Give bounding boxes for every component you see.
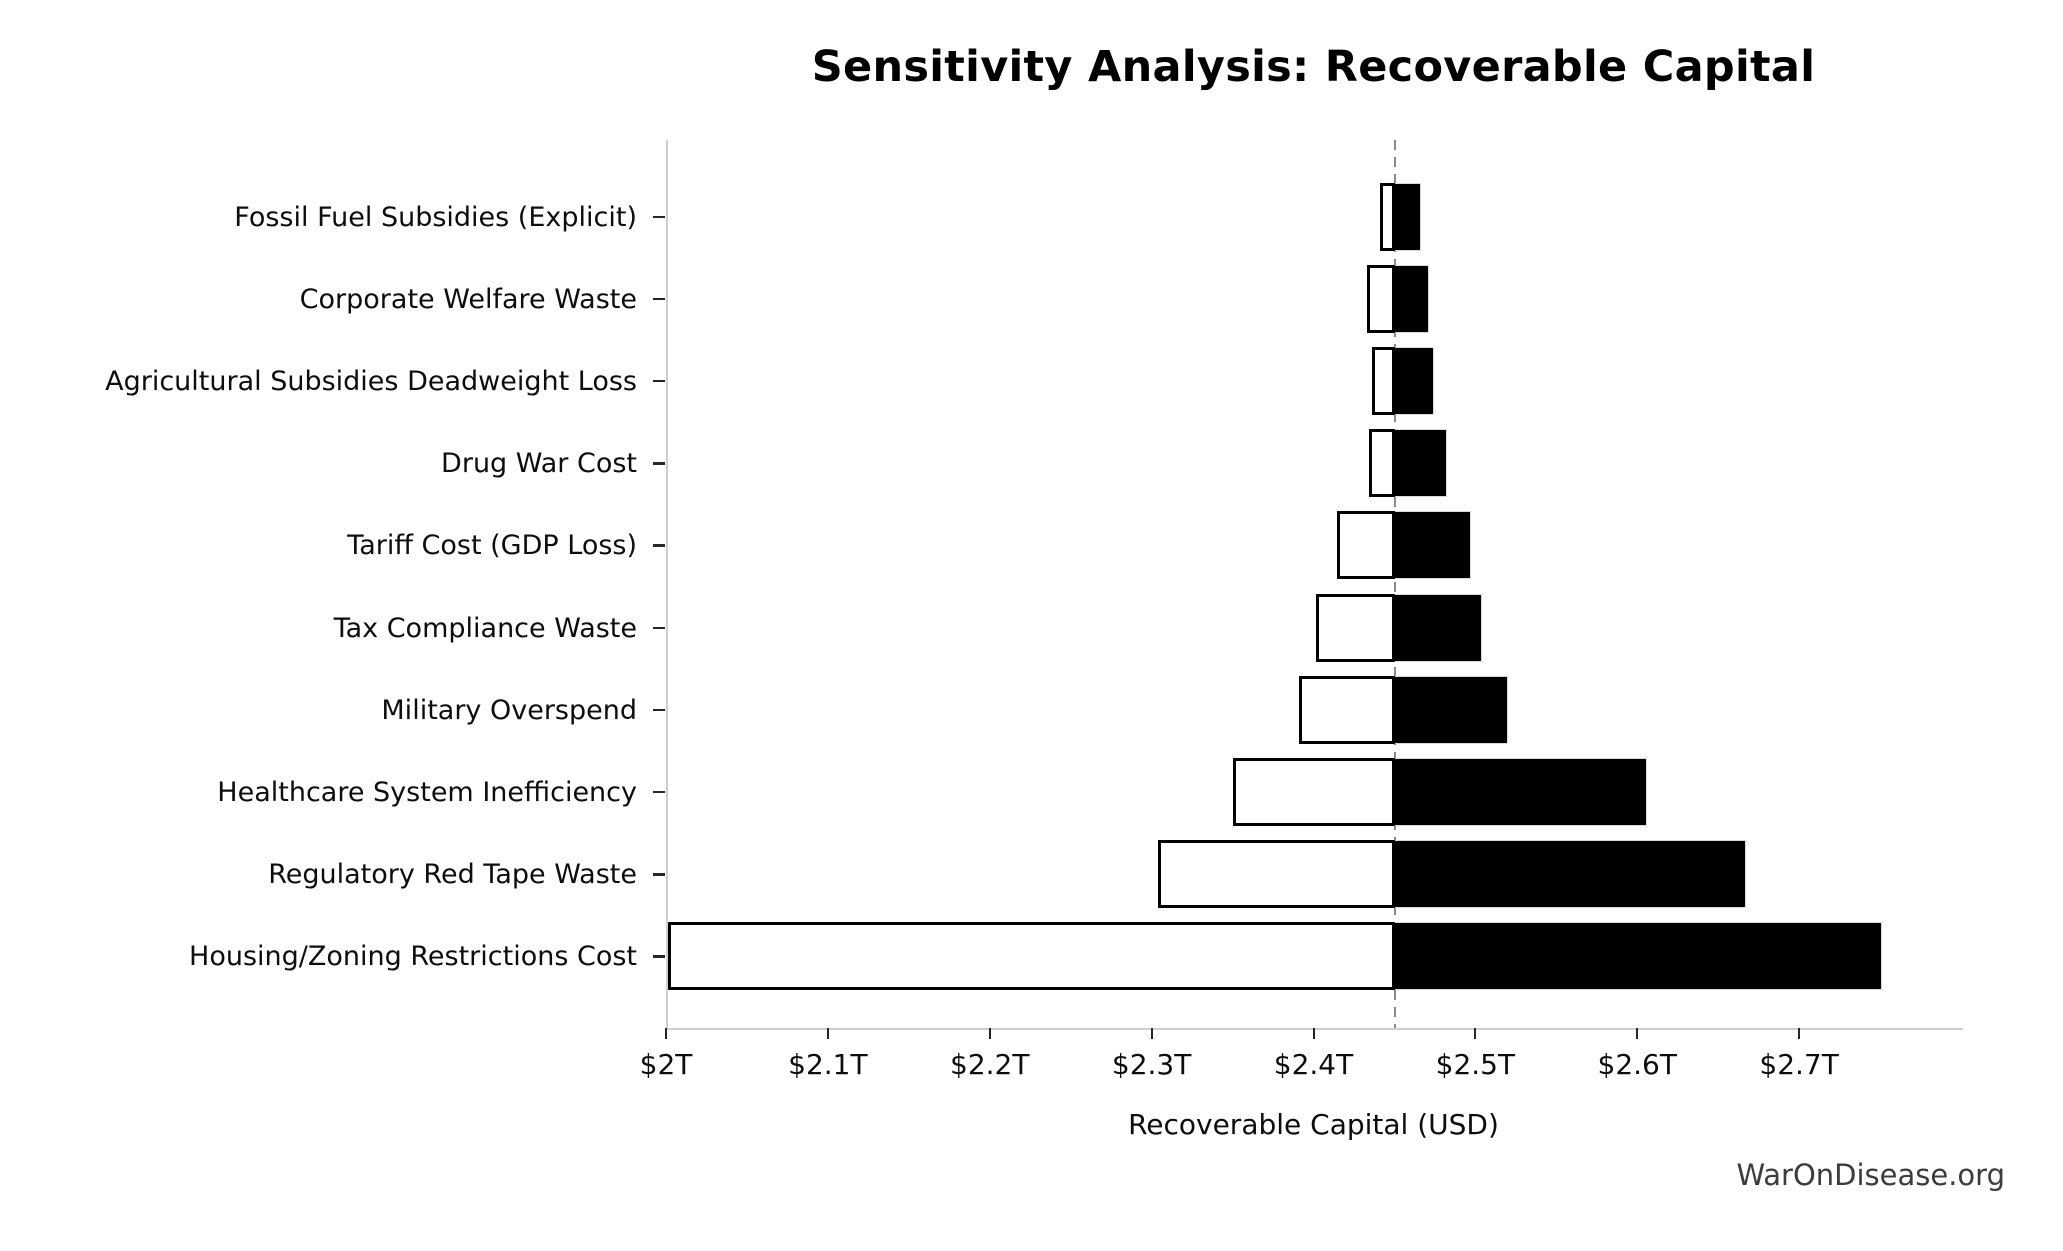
y-axis-label: Corporate Welfare Waste bbox=[299, 283, 637, 315]
bar-high-segment bbox=[1394, 675, 1509, 744]
bar-high-segment bbox=[1394, 511, 1471, 580]
y-tick-mark bbox=[653, 790, 665, 794]
bar-low-segment bbox=[1368, 429, 1395, 498]
y-axis-label: Agricultural Subsidies Deadweight Loss bbox=[105, 365, 637, 397]
plot-area bbox=[666, 140, 1963, 1030]
y-axis-label: Healthcare System Inefficiency bbox=[217, 776, 637, 808]
y-axis-label: Drug War Cost bbox=[441, 448, 637, 480]
bar-low-segment bbox=[1315, 593, 1395, 662]
watermark-text: WarOnDisease.org bbox=[1736, 1158, 2005, 1192]
y-tick-mark bbox=[653, 379, 665, 383]
y-axis-label: Tax Compliance Waste bbox=[333, 612, 637, 644]
y-tick-mark bbox=[653, 544, 665, 547]
y-tick-mark bbox=[653, 955, 665, 958]
x-axis-label: Recoverable Capital (USD) bbox=[1128, 1108, 1499, 1141]
x-tick-mark bbox=[1312, 1028, 1315, 1039]
y-axis-label: Fossil Fuel Subsidies (Explicit) bbox=[234, 201, 637, 233]
x-tick-mark bbox=[1150, 1028, 1153, 1039]
bar-low-segment bbox=[1158, 840, 1395, 909]
y-axis-label: Regulatory Red Tape Waste bbox=[268, 859, 637, 891]
bar-high-segment bbox=[1394, 840, 1747, 909]
bar-low-segment bbox=[1367, 264, 1395, 333]
x-tick-mark bbox=[826, 1028, 829, 1039]
bar-low-segment bbox=[668, 922, 1395, 991]
y-axis-label: Tariff Cost (GDP Loss) bbox=[347, 530, 637, 562]
x-tick-label: $2.5T bbox=[1435, 1048, 1516, 1081]
x-tick-mark bbox=[988, 1028, 991, 1039]
baseline-dashed-line bbox=[1393, 140, 1397, 1028]
y-tick-mark bbox=[653, 462, 665, 465]
x-tick-mark bbox=[1798, 1028, 1801, 1039]
bar-high-segment bbox=[1394, 346, 1434, 415]
bar-low-segment bbox=[1380, 182, 1395, 251]
bar-high-segment bbox=[1394, 264, 1429, 333]
x-tick-label: $2T bbox=[639, 1048, 693, 1081]
bar-high-segment bbox=[1394, 182, 1421, 251]
bar-low-segment bbox=[1372, 346, 1395, 415]
x-tick-label: $2.7T bbox=[1759, 1048, 1839, 1081]
y-tick-mark bbox=[653, 297, 665, 301]
bar-low-segment bbox=[1232, 757, 1395, 826]
x-tick-mark bbox=[665, 1028, 667, 1039]
x-tick-label: $2.6T bbox=[1597, 1048, 1677, 1081]
bar-low-segment bbox=[1336, 511, 1395, 580]
x-tick-label: $2.2T bbox=[950, 1048, 1030, 1081]
y-tick-mark bbox=[653, 708, 665, 712]
x-tick-mark bbox=[1474, 1028, 1477, 1039]
chart-title: Sensitivity Analysis: Recoverable Capita… bbox=[811, 42, 1816, 92]
y-axis-label: Housing/Zoning Restrictions Cost bbox=[189, 941, 637, 973]
x-tick-mark bbox=[1636, 1028, 1639, 1039]
x-tick-label: $2.4T bbox=[1273, 1048, 1354, 1081]
y-tick-mark bbox=[653, 873, 665, 876]
bar-high-segment bbox=[1394, 593, 1483, 662]
bar-high-segment bbox=[1394, 922, 1883, 991]
y-tick-mark bbox=[653, 626, 665, 629]
x-tick-label: $2.1T bbox=[788, 1048, 868, 1081]
x-tick-label: $2.3T bbox=[1111, 1048, 1192, 1081]
bar-high-segment bbox=[1394, 429, 1447, 498]
bar-low-segment bbox=[1299, 675, 1395, 744]
bar-high-segment bbox=[1394, 757, 1648, 826]
y-axis-label: Military Overspend bbox=[381, 694, 637, 726]
y-tick-mark bbox=[653, 215, 665, 218]
